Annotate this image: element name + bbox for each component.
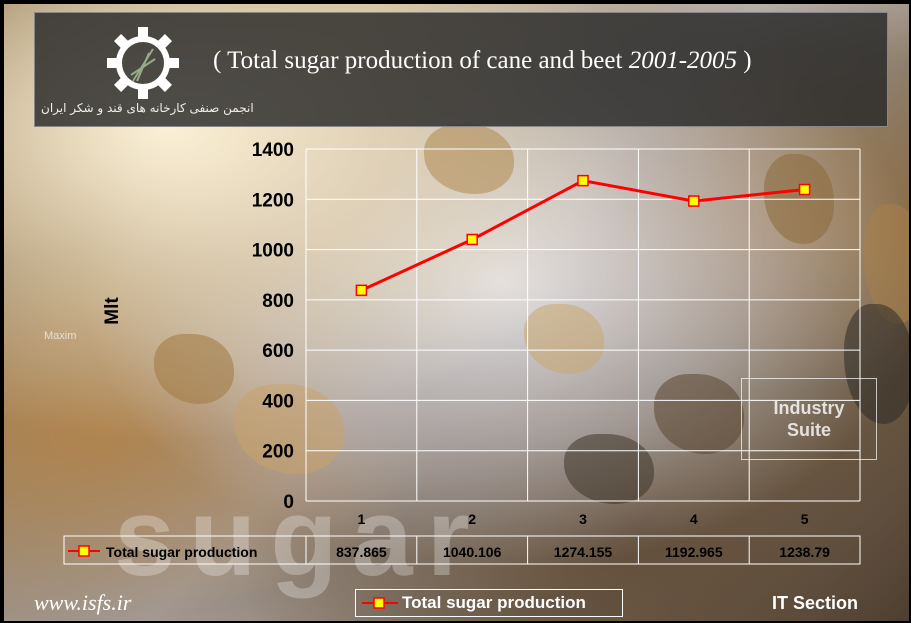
table-series-name: Total sugar production: [106, 544, 257, 560]
table-value: 1040.106: [443, 544, 502, 560]
sugar-watermark: sugar: [114, 476, 484, 599]
y-tick-label: 600: [262, 341, 294, 362]
y-axis-label: Mlt: [102, 297, 123, 325]
industry-label: Industry: [773, 398, 845, 418]
table-value: 1238.79: [779, 544, 830, 560]
x-tick-label: 4: [690, 511, 698, 527]
line-chart: 0 200 400 600 800 1000 1200 1400 1 2 3 4 5 Mlt Tota…: [63, 140, 861, 565]
industry-suite-box: Industry Suite: [741, 378, 877, 460]
sugar-crystal: [234, 384, 344, 474]
x-tick-label: 3: [579, 511, 587, 527]
x-axis-ticks: 1 2 3 4 5: [358, 511, 809, 527]
title-main: ( Total sugar production of cane and bee…: [213, 47, 623, 74]
table-value: 1192.965: [665, 544, 723, 560]
title-years: 2001-2005: [628, 47, 738, 74]
series-line: [360, 179, 805, 292]
y-tick-label: 200: [262, 442, 294, 463]
x-tick-label: 2: [468, 511, 476, 527]
it-section-label: IT Section: [772, 593, 859, 613]
title-close: ): [743, 47, 752, 74]
website-link[interactable]: www.isfs.ir: [34, 590, 132, 615]
sugar-crystal: [654, 374, 744, 454]
gear-logo-icon: [107, 27, 179, 99]
y-tick-label: 800: [262, 291, 294, 312]
legend: Total sugar production: [355, 589, 623, 617]
series-total-sugar: [355, 174, 811, 297]
x-tick-label: 5: [801, 511, 809, 527]
y-tick-label: 400: [262, 391, 294, 412]
data-point-marker: [466, 233, 478, 246]
page-title: ( Total sugar production of cane and bee…: [213, 47, 752, 75]
association-name: انجمن صنفی کارخانه های قند و شکر ایران: [41, 101, 254, 115]
data-point-marker: [577, 174, 589, 187]
sugar-crystal: [154, 334, 234, 404]
data-table: Total sugar production 837.865 1040.106 127…: [63, 535, 861, 565]
y-tick-label: 1200: [252, 190, 294, 211]
title-banner: انجمن صنفی کارخانه های قند و شکر ایران (…: [34, 12, 888, 127]
sugar-crystal: [424, 124, 514, 194]
table-legend-marker-icon: [78, 545, 90, 557]
y-tick-label: 1400: [252, 140, 294, 161]
data-point-marker: [688, 195, 700, 207]
data-point-marker: [798, 183, 811, 196]
y-tick-label: 1000: [252, 241, 294, 262]
table-value: 837.865: [336, 544, 387, 560]
legend-marker-icon: [362, 597, 398, 609]
legend-label: Total sugar production: [402, 593, 586, 612]
sugar-crystal: [524, 304, 604, 374]
y-axis-ticks: 0 200 400 600 800 1000 1200 1400: [252, 140, 294, 513]
x-tick-label: 1: [358, 511, 366, 527]
suite-label: Suite: [786, 420, 831, 440]
y-tick-label: 0: [283, 492, 294, 513]
table-value: 1274.155: [554, 544, 613, 560]
data-point-marker: [355, 284, 368, 297]
chart-grid: [305, 148, 861, 502]
sugar-crystal: [564, 434, 654, 504]
maxim-label: Maxim: [44, 330, 77, 342]
